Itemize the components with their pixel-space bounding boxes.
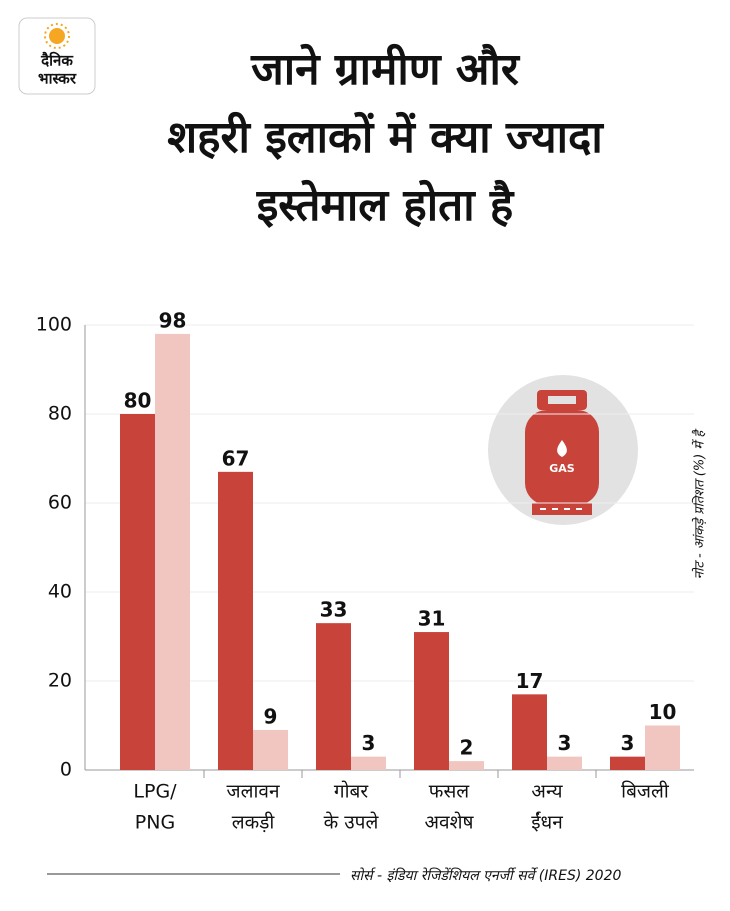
bar [155,333,190,770]
value-label: 3 [558,731,572,755]
gas-icon: GAS [488,375,638,525]
value-label: 3 [621,731,635,755]
value-label: 98 [159,308,187,332]
bar [449,761,484,770]
value-label: 10 [649,700,677,724]
value-label: 3 [362,731,376,755]
x-tick-label: ईंधन [531,811,563,834]
value-label: 31 [418,607,446,631]
value-label: 33 [320,598,348,622]
chart-title: जाने ग्रामीण और [250,43,521,95]
bar [547,756,582,770]
bar [253,729,288,770]
value-label: 17 [516,669,544,693]
source: सोर्स - इंडिया रेजिडेंशियल एनर्जी सर्वे … [350,867,621,884]
icon-base [532,503,592,515]
y-tick-label: 80 [48,403,72,425]
x-tick-label: अवशेष [425,811,475,834]
chart-title: इस्तेमाल होता है [256,179,515,231]
x-tick-label: फसल [429,781,470,803]
icon-cap-hole [548,396,576,404]
logo: दैनिक भास्कर [18,17,96,95]
bar [645,725,680,770]
x-tick-label: गोबर [334,780,369,803]
x-tick-label: के उपले [324,811,380,834]
logo-text: भास्कर [38,70,77,88]
icon-flame [557,440,567,457]
x-tick-label: लकड़ी [232,811,276,834]
y-tick-label: 60 [48,492,72,514]
bar [414,632,449,770]
logo-text: दैनिक [40,52,74,70]
value-label: 67 [222,446,250,470]
logo-rays [44,23,70,49]
value-label: 80 [124,389,152,413]
x-tick-label: PNG [135,812,175,834]
icon-label: GAS [549,462,575,475]
note: नोट - आंकड़े प्रतिशत (%) में है [692,428,708,580]
y-tick-label: 40 [48,581,72,603]
y-tick-label: 20 [48,670,72,692]
bar [351,756,386,770]
value-label: 9 [264,704,278,728]
chart-title: शहरी इलाकों में क्या ज्यादा [167,111,604,163]
value-label: 2 [460,736,474,760]
icon-body [525,410,599,505]
logo-sun [49,28,65,44]
x-tick-label: LPG/ [133,781,177,803]
y-tick-label: 0 [60,759,72,781]
bar [316,623,351,770]
y-tick-label: 100 [36,314,72,336]
x-tick-label: अन्य [531,781,563,803]
bar [120,414,155,770]
bar [512,694,547,770]
bar [218,471,253,770]
x-tick-label: बिजली [621,780,670,803]
bar [610,756,645,770]
logo-box [18,17,96,95]
x-tick-label: जलावन [226,781,279,803]
